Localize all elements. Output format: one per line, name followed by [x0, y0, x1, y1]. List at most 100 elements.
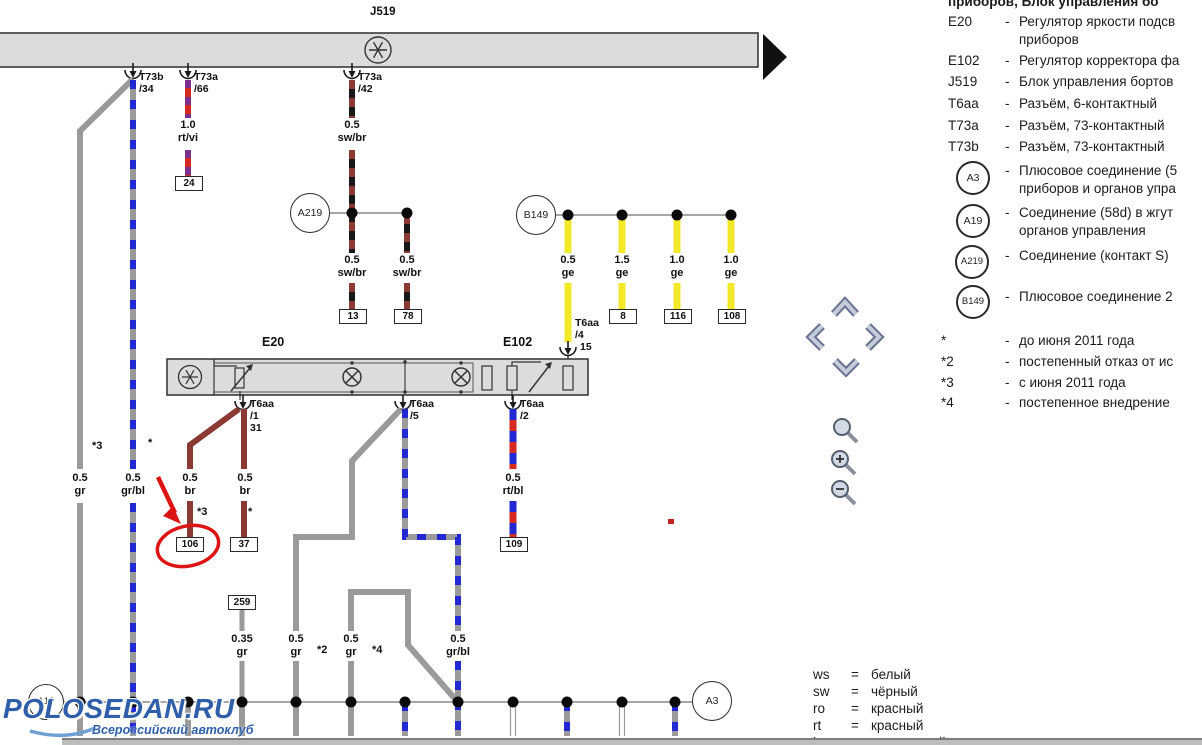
footnote-mark-3: *3: [941, 375, 954, 390]
legend-dash: -: [1005, 96, 1010, 111]
terminal-box-37: 37: [230, 537, 258, 552]
connector-name: T73a: [358, 71, 382, 83]
e102-label: E102: [503, 335, 533, 349]
wire-color: gr: [290, 646, 302, 658]
color-code-ro: ro: [813, 701, 826, 716]
legend-circle-a219: A219: [955, 245, 989, 279]
connector-name: T6aa: [410, 398, 434, 410]
wire-gr-npath: [348, 589, 459, 702]
legend-dash: -: [1005, 375, 1010, 390]
connector-pin: /34: [139, 83, 154, 95]
e20-e102-component-strip: [166, 358, 589, 400]
terminal-box-8: 8: [609, 309, 637, 324]
footnote-mark-2: *2: [941, 354, 954, 369]
zoom-in-icon[interactable]: [831, 450, 857, 476]
legend-dash: -: [1005, 139, 1010, 154]
zoom-out-icon[interactable]: [831, 480, 857, 506]
pan-up-icon[interactable]: [831, 296, 859, 317]
watermark-logo: POLOSEDAN.RU: [3, 693, 235, 724]
terminal-box-108: 108: [718, 309, 746, 324]
highlight-arrowhead: [163, 506, 181, 524]
terminal-box-78: 78: [394, 309, 422, 324]
legend-desc-e102: Регулятор корректора фа: [1019, 53, 1180, 68]
wire-label: 0.5 br: [237, 472, 252, 498]
footnote-mark: *3: [197, 506, 208, 518]
wire-size: 0.35: [231, 633, 253, 645]
wire-color: ge: [561, 267, 575, 279]
wire-label: 0.5 gr/bl: [121, 472, 145, 498]
legend-circle-b149: B149: [956, 285, 990, 319]
footnote-text-2: постепенный отказ от ис: [1019, 354, 1174, 369]
terminal-box-106: 106: [176, 537, 204, 552]
magnifier-icon[interactable]: [833, 418, 859, 444]
connector-pin: /42: [358, 83, 373, 95]
connector-label-t73a-42: T73a /42: [358, 71, 382, 95]
color-name-rt: красный: [871, 718, 924, 733]
wire-color: sw/br: [337, 132, 367, 144]
pan-left-icon[interactable]: [805, 323, 825, 351]
wires-br: [187, 406, 247, 537]
legend-desc-t73b: Разъём, 73-контактный: [1019, 139, 1165, 154]
legend-desc-a19-2: органов управления: [1019, 223, 1146, 238]
connector-pin: /1: [250, 410, 259, 422]
legend-desc-a19: Соединение (58d) в жгут: [1019, 205, 1174, 220]
equals-sign: =: [851, 684, 859, 699]
footnote-mark: *4: [372, 644, 383, 656]
wire-size: 0.5: [288, 633, 304, 645]
equals-sign: =: [851, 667, 859, 682]
legend-dash: -: [1005, 74, 1010, 89]
legend-dash: -: [1005, 395, 1010, 410]
footnote-mark-4: *4: [941, 395, 954, 410]
wire-color: ge: [724, 267, 738, 279]
wire-color: rt/vi: [177, 132, 199, 144]
wire-size: 1.5: [614, 254, 630, 266]
wire-color: ge: [670, 267, 684, 279]
zoom-controls[interactable]: [831, 418, 859, 506]
watermark-tagline: Всероссийский автоклуб: [92, 723, 254, 737]
footnote-text-3: с июня 2011 года: [1019, 375, 1126, 390]
wire-color: rt/bl: [502, 485, 524, 497]
wire-label: 1.5 ge: [614, 254, 629, 280]
footnote-mark: *3: [92, 440, 103, 452]
pan-down-icon[interactable]: [832, 358, 860, 378]
j519-bus-bar: [0, 32, 759, 68]
wire-color: br: [184, 485, 196, 497]
wire-label: 0.5 gr: [288, 633, 303, 659]
legend-dash: -: [1005, 354, 1010, 369]
bottom-stubs-grbl: [402, 702, 678, 736]
connector-label-t6aa-2: T6aa /2: [520, 398, 544, 422]
color-name-ro: красный: [871, 701, 924, 716]
legend-code-t73b: T73b: [948, 139, 979, 154]
legend-dash: -: [1005, 205, 1010, 220]
legend-dash: -: [1005, 14, 1010, 29]
equals-sign: =: [851, 718, 859, 733]
legend-dash: -: [1005, 289, 1010, 304]
red-mark: [668, 519, 674, 524]
wire-label: 0.5 ge: [560, 254, 575, 280]
pan-right-icon[interactable]: [865, 323, 885, 351]
footnote-mark: *: [148, 437, 153, 449]
connector-label-t6aa-4: T6aa /4 15: [575, 317, 599, 353]
bus-connector-symbols: [124, 63, 361, 80]
junction-circle-a3: A3: [692, 681, 732, 721]
bottom-window-edge: [62, 738, 1202, 745]
wire-size: 0.5: [344, 254, 360, 266]
wires-ge: [564, 215, 735, 342]
wire-size: 0.5: [450, 633, 466, 645]
lamp-icon: [342, 367, 362, 387]
footnote-mark: *2: [317, 644, 328, 656]
connector-name: T6aa: [575, 317, 599, 329]
equals-sign: =: [851, 701, 859, 716]
connector-label-t6aa-1: T6aa /1 31: [250, 398, 274, 434]
color-code-ws: ws: [813, 667, 830, 682]
instrument-cluster-icon: [369, 41, 387, 59]
connector-pin: /66: [194, 83, 209, 95]
wire-size: 0.5: [344, 119, 360, 131]
logo-swoosh-icon: [29, 726, 96, 738]
color-code-sw: sw: [813, 684, 830, 699]
continuation-arrow-icon: [763, 34, 787, 80]
wire-label: 0.5 gr: [343, 633, 358, 659]
pan-controls[interactable]: [805, 296, 885, 378]
footnote-mark-1: *: [941, 333, 947, 348]
